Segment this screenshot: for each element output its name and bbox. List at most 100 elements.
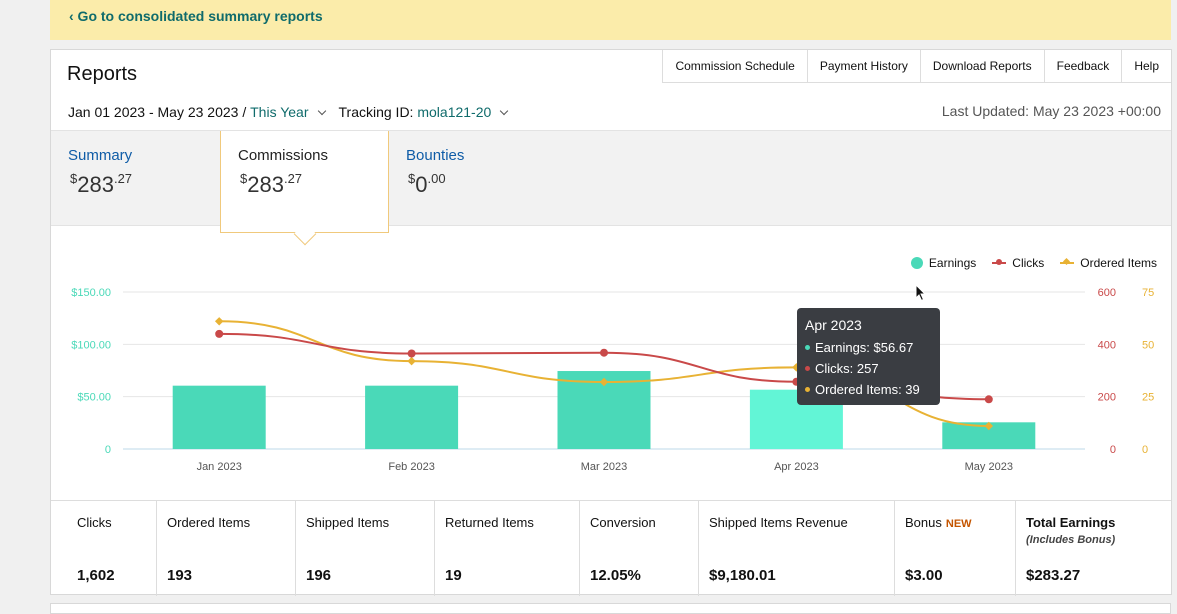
y-right-clicks-tick: 600 bbox=[1098, 287, 1116, 299]
y-right-items-tick: 50 bbox=[1142, 339, 1154, 351]
x-tick-label: Mar 2023 bbox=[581, 461, 627, 473]
items-line-icon bbox=[1060, 257, 1075, 269]
next-panel-edge bbox=[50, 603, 1171, 614]
tooltip-title: Apr 2023 bbox=[805, 317, 862, 333]
stat-label: Conversion bbox=[590, 515, 656, 530]
clicks-point bbox=[600, 348, 608, 357]
clicks-line-icon bbox=[992, 257, 1007, 269]
last-updated: Last Updated: May 23 2023 +00:00 bbox=[941, 103, 1161, 119]
clicks-point bbox=[215, 329, 224, 338]
chart-legend: Earnings Clicks Ordered Items bbox=[895, 256, 1157, 270]
stat-clicks: Clicks 1,602 bbox=[51, 501, 157, 596]
stat-label: Ordered Items bbox=[167, 515, 251, 530]
legend-ordered-items[interactable]: Ordered Items bbox=[1060, 256, 1157, 270]
stat-value: 12.05% bbox=[590, 567, 641, 584]
value-whole: 283 bbox=[247, 172, 284, 197]
earnings-dot-icon bbox=[805, 345, 810, 350]
x-tick-label: May 2023 bbox=[965, 461, 1013, 473]
earnings-bar bbox=[172, 385, 266, 449]
y-right-items-tick: 75 bbox=[1142, 287, 1154, 299]
feedback-link[interactable]: Feedback bbox=[1043, 50, 1122, 83]
download-reports-link[interactable]: Download Reports bbox=[919, 50, 1044, 83]
commission-schedule-link[interactable]: Commission Schedule bbox=[662, 50, 807, 83]
tooltip-earnings: Earnings: $56.67 bbox=[815, 340, 914, 355]
stat-shipped-items: Shipped Items 196 bbox=[296, 501, 435, 596]
stat-returned-items: Returned Items 19 bbox=[435, 501, 580, 596]
stat-bonus: Bonus NEW $3.00 bbox=[895, 501, 1016, 596]
stat-label: Clicks bbox=[77, 515, 112, 530]
legend-items-label: Ordered Items bbox=[1080, 256, 1157, 270]
tab-summary[interactable]: Summary $283.27 bbox=[51, 131, 220, 227]
help-link[interactable]: Help bbox=[1121, 50, 1171, 83]
y-right-clicks-tick: 400 bbox=[1098, 339, 1116, 351]
tab-commissions-value: $283.27 bbox=[240, 171, 302, 198]
y-left-tick: 0 bbox=[105, 444, 111, 456]
payment-history-link[interactable]: Payment History bbox=[806, 50, 920, 83]
y-right-items-tick: 0 bbox=[1142, 444, 1148, 456]
value-whole: 283 bbox=[77, 172, 114, 197]
tooltip-items: Ordered Items: 39 bbox=[815, 382, 920, 397]
bonus-label: Bonus bbox=[905, 515, 942, 530]
tooltip-clicks-row: Clicks: 257 bbox=[805, 358, 940, 379]
legend-clicks[interactable]: Clicks bbox=[992, 256, 1044, 270]
clicks-dot-icon bbox=[805, 366, 810, 371]
new-badge: NEW bbox=[945, 518, 972, 530]
stat-value: 193 bbox=[167, 567, 193, 584]
stat-value: $3.00 bbox=[905, 567, 943, 584]
ordered-items-point bbox=[599, 377, 609, 387]
tooltip-items-row: Ordered Items: 39 bbox=[805, 379, 940, 400]
tab-bounties[interactable]: Bounties $0.00 bbox=[389, 131, 558, 227]
page-title: Reports bbox=[67, 63, 138, 85]
stat-total-earnings: Total Earnings (Includes Bonus) $283.27 bbox=[1016, 501, 1171, 596]
stat-value: 196 bbox=[306, 567, 332, 584]
earnings-chart: 0 0 0 $50.00 200 25 $100.00 400 50 $150.00 600 75 Ja… bbox=[71, 287, 1154, 473]
y-right-clicks-tick: 0 bbox=[1110, 444, 1116, 456]
earnings-dot-icon bbox=[910, 257, 923, 269]
active-tab-pointer bbox=[293, 222, 317, 246]
currency-symbol: $ bbox=[240, 171, 248, 186]
chart-tooltip: Apr 2023 Earnings: $56.67 Clicks: 257 Or… bbox=[797, 308, 940, 405]
tab-commissions-label: Commissions bbox=[238, 147, 329, 164]
currency-symbol: $ bbox=[408, 171, 416, 186]
y-left-tick: $50.00 bbox=[77, 392, 111, 404]
period-dropdown[interactable]: This Year bbox=[250, 104, 309, 120]
tooltip-earnings-row: Earnings: $56.67 bbox=[805, 337, 940, 358]
stat-value: $9,180.01 bbox=[709, 567, 776, 584]
value-cents: .27 bbox=[283, 171, 303, 186]
legend-earnings-label: Earnings bbox=[928, 256, 977, 270]
consolidated-reports-link[interactable]: ‹ Go to consolidated summary reports bbox=[69, 8, 323, 24]
tab-summary-label: Summary bbox=[68, 147, 133, 164]
tab-commissions[interactable]: Commissions $283.27 bbox=[220, 131, 389, 246]
tab-bounties-label: Bounties bbox=[406, 147, 465, 164]
ordered-items-point bbox=[407, 356, 416, 366]
stat-value: $283.27 bbox=[1026, 567, 1081, 584]
ordered-items-point bbox=[984, 421, 994, 431]
stat-shipped-revenue: Shipped Items Revenue $9,180.01 bbox=[699, 501, 895, 596]
value-cents: .00 bbox=[427, 171, 446, 186]
clicks-point bbox=[984, 395, 993, 404]
chevron-down-icon[interactable] bbox=[500, 106, 509, 115]
y-left-tick: $100.00 bbox=[71, 339, 111, 351]
stat-label: Shipped Items Revenue bbox=[709, 515, 848, 530]
tracking-label: Tracking ID: bbox=[338, 104, 414, 120]
currency-symbol: $ bbox=[70, 171, 78, 186]
stat-label: Bonus NEW bbox=[905, 515, 972, 530]
x-tick-label: Jan 2023 bbox=[197, 461, 242, 473]
consolidated-banner: ‹ Go to consolidated summary reports bbox=[50, 0, 1171, 40]
stat-label: Total Earnings bbox=[1026, 515, 1116, 530]
chevron-down-icon[interactable] bbox=[317, 106, 326, 115]
tooltip-clicks: Clicks: 257 bbox=[815, 361, 879, 376]
filters-bar: Jan 01 2023 - May 23 2023 / This Year Tr… bbox=[68, 104, 521, 120]
reports-panel: Commission Schedule Payment History Down… bbox=[50, 49, 1172, 596]
items-dot-icon bbox=[805, 387, 810, 392]
stat-label: Returned Items bbox=[445, 515, 534, 530]
mouse-cursor-icon bbox=[915, 284, 927, 302]
stats-row: Clicks 1,602 Ordered Items 193 Shipped I… bbox=[51, 500, 1171, 596]
stat-value: 1,602 bbox=[77, 567, 115, 584]
legend-earnings[interactable]: Earnings bbox=[910, 256, 977, 270]
tab-bounties-value: $0.00 bbox=[408, 171, 446, 198]
tracking-id-dropdown[interactable]: mola121-20 bbox=[417, 104, 492, 120]
x-tick-label: Feb 2023 bbox=[388, 461, 434, 473]
value-whole: 0 bbox=[415, 172, 428, 197]
date-range-text: Jan 01 2023 - May 23 2023 / bbox=[68, 104, 247, 120]
